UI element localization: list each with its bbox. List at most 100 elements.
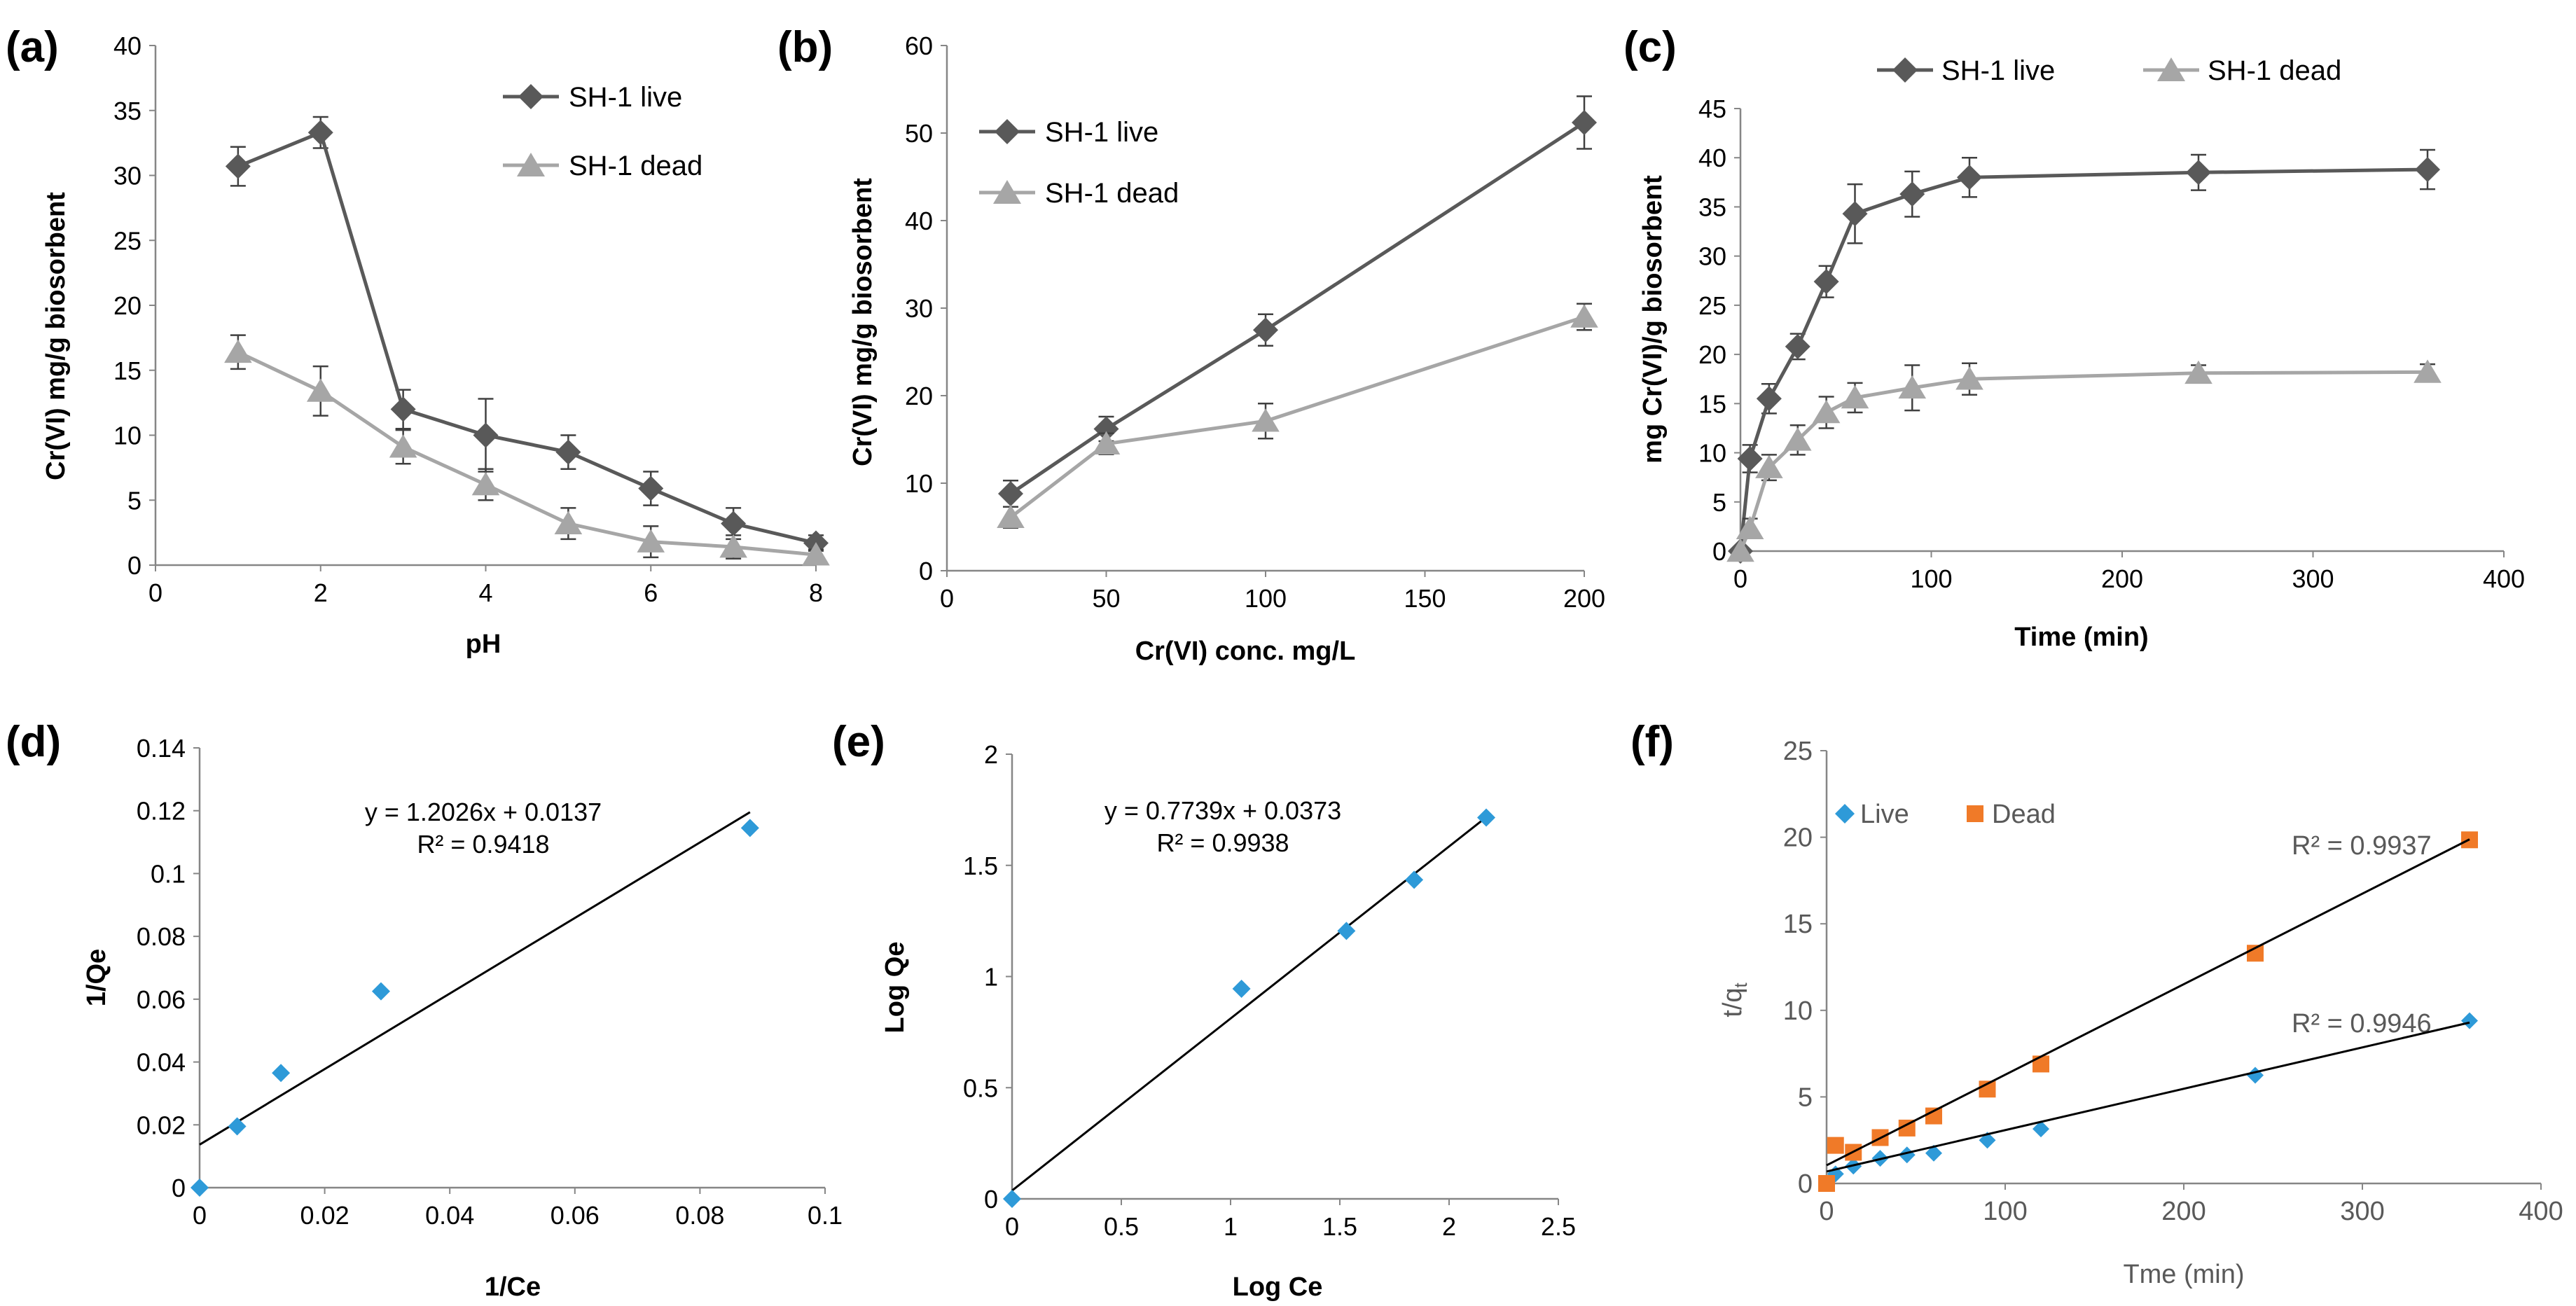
y-tick-label: 40 [113,32,141,60]
data-point [1572,110,1597,135]
y-tick-label: 10 [905,469,933,498]
y-tick-label: 60 [905,32,933,60]
y-tick-label: 0.5 [963,1074,998,1102]
legend-dead-label: Dead [1992,800,2056,829]
data-point [638,475,664,501]
series-line [1009,315,1585,519]
panel-e-r2: R² = 0.9938 [1156,828,1289,857]
y-tick-label: 0 [919,557,933,585]
x-tick-label: 0.5 [1104,1212,1139,1241]
y-tick-label: 10 [1698,439,1726,468]
y-tick-label: 0.04 [137,1048,186,1077]
data-point [191,1179,209,1197]
panel-e-equation: y = 0.7739x + 0.0373 [1105,796,1341,825]
panel-e-ylabel: Log Qe [880,942,910,1034]
data-point [1737,445,1763,471]
panel-e-xlabel: Log Ce [1233,1272,1323,1302]
data-point [2033,1055,2049,1073]
x-tick-label: 200 [2161,1197,2205,1226]
legend-live-label: SH-1 live [1045,117,1158,148]
x-tick-label: 100 [1245,584,1287,613]
y-tick-label: 50 [905,119,933,148]
data-point [721,510,747,536]
panel-c-ylabel: mg Cr(VI)/g biosorbent [1638,175,1668,464]
y-tick-label: 5 [1712,488,1726,517]
y-tick-label: 5 [1798,1083,1813,1112]
y-tick-label: 25 [1698,291,1726,320]
data-point [1925,1144,1942,1162]
x-tick-label: 0 [940,584,954,613]
data-point [307,120,333,146]
x-tick-label: 4 [478,578,492,607]
series-line [1009,120,1586,496]
legend-live-label: SH-1 live [569,82,682,113]
x-tick-label: 0 [193,1201,207,1230]
data-point [997,504,1025,529]
x-tick-label: 0 [148,578,162,607]
x-tick-label: 100 [1910,564,1952,593]
x-tick-label: 2.5 [1541,1212,1576,1241]
series-sh-1-live [1728,148,2440,564]
series-sh-1-live [998,95,1597,508]
data-point [2414,359,2442,383]
fit-line-live [1826,1021,2470,1173]
y-tick-label: 30 [113,162,141,190]
y-tick-label: 20 [905,382,933,410]
data-point [1736,515,1764,539]
data-point [1783,427,1812,451]
y-tick-label: 15 [1783,910,1813,939]
data-point [225,153,251,179]
data-point [1253,317,1278,343]
y-tick-label: 10 [1783,996,1813,1026]
y-tick-label: 20 [1698,340,1726,369]
y-tick-label: 20 [1783,824,1813,853]
data-point [1405,870,1424,889]
panel-f-ylabel: t/qt [1718,982,1751,1017]
legend-dead-marker [1967,805,1983,822]
data-point [1827,1137,1844,1154]
data-point [1003,1190,1021,1208]
panel-a-legend: SH-1 live SH-1 dead [503,82,702,181]
legend-dead-marker [993,180,1021,204]
data-point [2247,1067,2264,1084]
x-tick-label: 6 [644,578,658,607]
panel-d-equation: y = 1.2026x + 0.0137 [365,798,602,826]
data-point [471,471,500,496]
x-tick-label: 2 [1442,1212,1456,1241]
x-tick-label: 300 [2340,1197,2384,1226]
data-point [272,1064,291,1083]
x-tick-label: 200 [2101,564,2143,593]
data-point [637,529,665,553]
x-tick-label: 300 [2292,564,2334,593]
fit-line-dead [1826,838,2470,1167]
data-point [554,510,583,534]
data-point [1092,431,1121,455]
data-point [1337,922,1356,940]
x-tick-label: 1 [1224,1212,1238,1241]
panel-e-label: (e) [832,718,885,766]
x-tick-label: 2 [314,578,328,607]
data-point [740,819,759,838]
x-tick-label: 0 [1005,1212,1019,1241]
panel-b-xlabel: Cr(VI) conc. mg/L [1135,637,1356,666]
y-tick-label: 25 [113,226,141,255]
y-tick-label: 2 [984,740,998,769]
y-tick-label: 25 [1783,737,1813,766]
y-tick-label: 15 [113,356,141,385]
y-tick-label: 0.08 [137,922,186,951]
x-tick-label: 400 [2483,564,2525,593]
legend-live-label: Live [1860,800,1909,829]
series-data [1003,808,1496,1208]
series-live [1818,1012,2478,1192]
panel-b-label: (b) [777,23,833,71]
data-point [1812,399,1841,424]
panel-f-r2-live: R² = 0.9946 [2292,1009,2432,1038]
series-sh-1-live [225,116,829,556]
x-tick-label: 0.08 [675,1201,724,1230]
panel-c-xlabel: Time (min) [2014,623,2148,652]
panel-b-ylabel: Cr(VI) mg/g biosorbent [848,178,878,466]
panel-b-legend: SH-1 live SH-1 dead [979,117,1179,209]
data-point [1756,386,1782,412]
data-point [1726,539,1754,562]
